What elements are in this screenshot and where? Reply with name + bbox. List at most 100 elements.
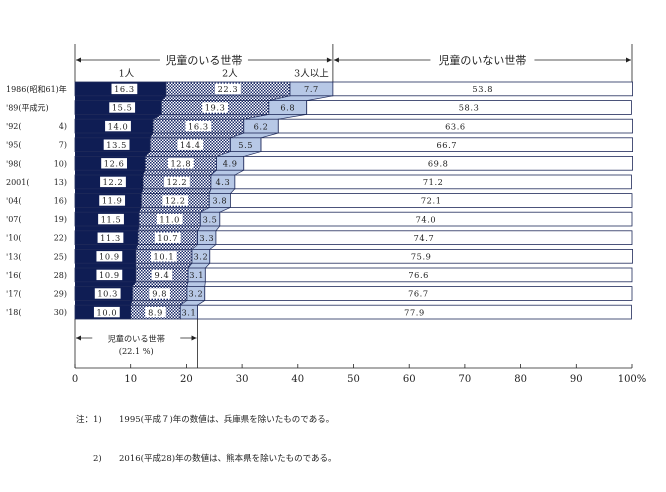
x-tick-label-8: 80: [514, 374, 527, 385]
value-bg-7-1: [156, 213, 183, 225]
value-label-12-1: 8.9: [148, 307, 163, 317]
value-label-9-1: 10.1: [154, 252, 175, 262]
connector-line-4-2: [210, 169, 217, 176]
bar-4-seg-3: [243, 155, 633, 171]
x-tick-label-9: 90: [570, 374, 583, 385]
summary-arrowhead-left: [76, 335, 81, 341]
connector-line-3-3: [243, 151, 262, 157]
bar-10-seg-3: [204, 267, 633, 283]
connector-4-2: [210, 170, 244, 175]
bar-11-seg-3: [204, 286, 633, 301]
x-tick-label-2: 20: [180, 374, 193, 385]
value-label-6-3: 72.1: [421, 196, 442, 206]
connector-1-2: [243, 114, 307, 120]
value-bg-9-1: [150, 251, 177, 262]
connector-8-2: [191, 244, 216, 250]
connector-4-1: [142, 170, 217, 175]
value-bg-12-1: [145, 306, 166, 318]
category-label-right-8: 22): [54, 234, 67, 243]
category-label-right-4: 10): [54, 159, 67, 168]
value-label-10-3: 76.6: [408, 270, 429, 280]
value-label-9-0: 10.9: [99, 252, 120, 262]
connector-line-1-1: [152, 114, 162, 120]
bar-2-seg-3: [277, 118, 633, 134]
category-label-right-6: 16): [54, 197, 67, 206]
bar-5-seg-3: [234, 174, 632, 190]
connector-0-1: [161, 95, 291, 101]
with-children-label-bg: [159, 52, 248, 68]
value-label-6-1: 12.2: [165, 196, 186, 206]
value-label-4-0: 12.6: [104, 159, 125, 169]
connector-line-0-1: [161, 95, 167, 101]
category-label-3: '95(: [6, 141, 22, 150]
connector-line-7-1: [137, 225, 140, 231]
bar-7-seg-3: [219, 211, 633, 227]
note-prefix: 注：: [76, 415, 94, 425]
category-label-4: '98(: [6, 159, 22, 168]
connector-line-11-2: [180, 300, 188, 306]
connector-10-0: [75, 281, 136, 287]
connector-10-2: [186, 281, 206, 287]
category-label-right-11: 29): [54, 290, 67, 299]
connector-5-1: [141, 188, 211, 194]
value-bg-5-1: [164, 176, 190, 188]
connector-line-2-3: [260, 132, 279, 139]
value-label-8-0: 11.3: [100, 233, 121, 243]
value-label-5-3: 71.2: [423, 177, 444, 187]
connector-line-6-3: [219, 207, 231, 213]
value-label-1-0: 15.5: [112, 103, 133, 113]
value-label-12-0: 10.0: [97, 307, 118, 317]
summary-label-line1: 児童のいる世帯: [108, 334, 165, 344]
connector-line-11-1: [130, 300, 133, 306]
value-label-0-1: 22.3: [218, 84, 239, 94]
connector-3-0: [75, 151, 151, 157]
value-label-2-2: 6.2: [254, 121, 269, 131]
value-label-7-3: 74.0: [416, 214, 437, 224]
connector-line-10-1: [132, 281, 137, 287]
value-label-11-3: 76.7: [408, 289, 429, 299]
value-label-6-0: 11.9: [102, 196, 123, 206]
value-label-7-0: 11.5: [101, 214, 122, 224]
without-children-label-bg: [430, 52, 535, 68]
connector-10-1: [132, 281, 189, 287]
category-label-2: '92(: [6, 122, 22, 131]
x-tick-label-1: 10: [124, 374, 137, 385]
value-label-10-0: 10.9: [99, 270, 120, 280]
connector-5-0: [75, 188, 143, 194]
value-bg-2-0: [105, 120, 131, 132]
note-1-num: 1): [93, 415, 102, 425]
value-bg-8-1: [154, 232, 181, 243]
connector-line-6-2: [200, 207, 210, 213]
value-label-2-3: 63.6: [445, 121, 466, 131]
bar-3-seg-3: [260, 137, 633, 153]
value-bg-11-1: [149, 288, 170, 299]
connector-line-1-3: [278, 114, 307, 120]
value-label-3-1: 14.4: [180, 140, 201, 150]
category-label-right-3: 7): [59, 141, 67, 150]
connector-line-10-2: [186, 281, 189, 287]
connector-line-2-1: [149, 132, 154, 138]
connector-line-11-3: [197, 300, 205, 306]
note-1-text: 1995(平成７)年の数値は、兵庫県を除いたものである。: [119, 415, 335, 425]
connector-line-7-3: [215, 225, 221, 232]
category-label-right-5: 13): [54, 178, 67, 187]
category-label-6: '04(: [6, 197, 22, 206]
connector-line-5-3: [230, 188, 236, 194]
with-children-bracket-arrowhead-right: [326, 57, 332, 63]
value-bg-4-0: [101, 158, 127, 169]
category-label-right-7: 19): [54, 215, 67, 224]
value-bg-2-1: [185, 120, 212, 132]
value-label-3-3: 66.7: [436, 140, 457, 150]
value-label-10-2: 3.1: [189, 270, 204, 280]
value-label-4-2: 4.9: [223, 159, 238, 169]
connector-9-2: [188, 263, 210, 268]
value-label-8-1: 10.7: [157, 233, 178, 243]
header-without-children: 児童のいない世帯: [438, 53, 526, 67]
connector-line-3-2: [216, 151, 231, 157]
value-bg-6-1: [162, 195, 189, 206]
value-label-9-3: 75.9: [411, 252, 432, 262]
value-bg-10-0: [96, 269, 123, 281]
value-bg-6-0: [99, 195, 126, 206]
value-bg-10-1: [151, 269, 173, 281]
